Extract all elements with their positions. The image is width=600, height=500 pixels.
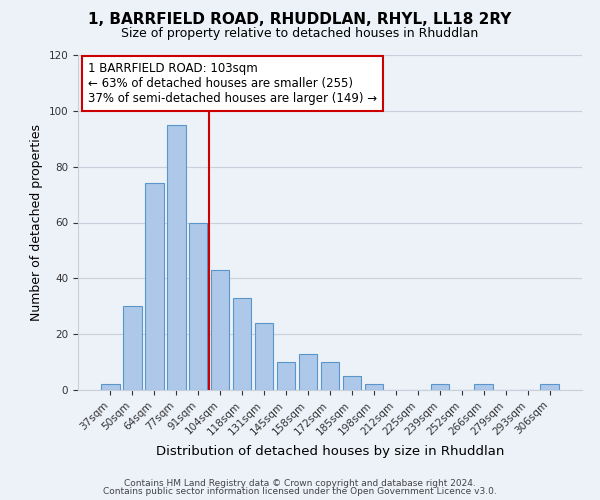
Bar xyxy=(189,222,208,390)
Text: Contains public sector information licensed under the Open Government Licence v3: Contains public sector information licen… xyxy=(103,487,497,496)
Bar xyxy=(123,306,142,390)
Bar xyxy=(431,384,449,390)
Bar xyxy=(343,376,361,390)
Text: 1, BARRFIELD ROAD, RHUDDLAN, RHYL, LL18 2RY: 1, BARRFIELD ROAD, RHUDDLAN, RHYL, LL18 … xyxy=(88,12,512,28)
X-axis label: Distribution of detached houses by size in Rhuddlan: Distribution of detached houses by size … xyxy=(156,445,504,458)
Bar xyxy=(167,125,185,390)
Bar xyxy=(320,362,340,390)
Bar xyxy=(101,384,119,390)
Bar xyxy=(255,323,274,390)
Bar xyxy=(211,270,229,390)
Bar xyxy=(299,354,317,390)
Bar xyxy=(475,384,493,390)
Bar xyxy=(365,384,383,390)
Text: Contains HM Land Registry data © Crown copyright and database right 2024.: Contains HM Land Registry data © Crown c… xyxy=(124,478,476,488)
Bar xyxy=(145,184,164,390)
Bar xyxy=(277,362,295,390)
Bar xyxy=(233,298,251,390)
Text: Size of property relative to detached houses in Rhuddlan: Size of property relative to detached ho… xyxy=(121,28,479,40)
Y-axis label: Number of detached properties: Number of detached properties xyxy=(30,124,43,321)
Text: 1 BARRFIELD ROAD: 103sqm
← 63% of detached houses are smaller (255)
37% of semi-: 1 BARRFIELD ROAD: 103sqm ← 63% of detach… xyxy=(88,62,377,104)
Bar xyxy=(541,384,559,390)
